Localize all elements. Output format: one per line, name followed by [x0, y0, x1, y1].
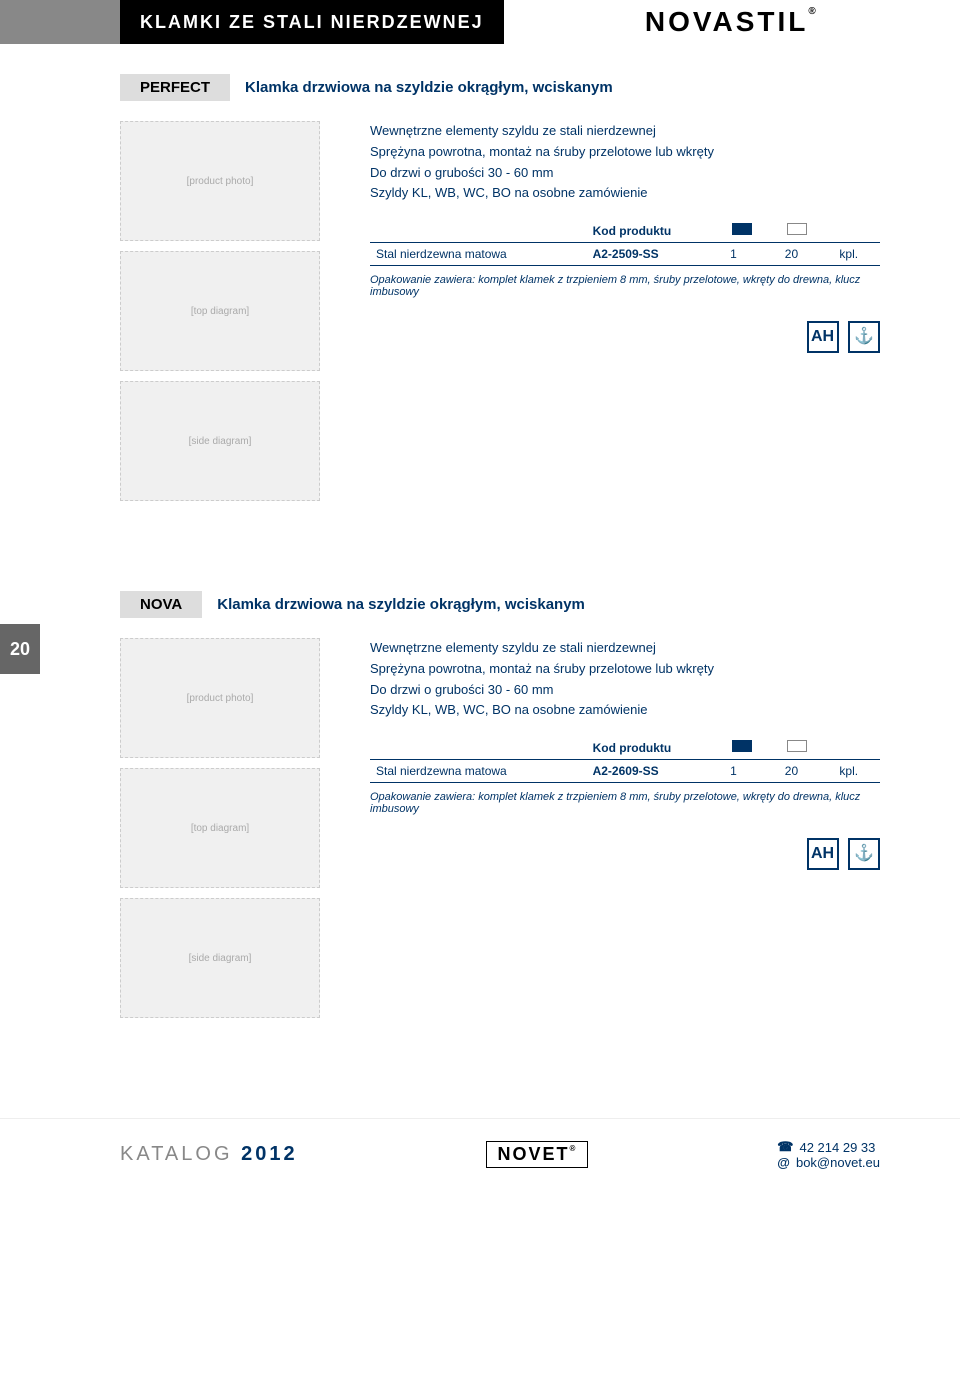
- brand-registered: ®: [808, 6, 818, 17]
- col-box2: [779, 219, 834, 243]
- product-images: [product photo] [top diagram] [side diag…: [120, 638, 350, 1028]
- product-description: Wewnętrzne elementy szyldu ze stali nier…: [370, 638, 880, 721]
- spec-table: Kod produktu Stal nierdzewna matowa A2-2…: [370, 219, 880, 266]
- footer: KATALOG 2012 NOVET® ☎ 42 214 29 33 @ bok…: [0, 1118, 960, 1190]
- cell-unit: kpl.: [833, 760, 880, 783]
- phone-number: 42 214 29 33: [799, 1140, 875, 1155]
- desc-line: Do drzwi o grubości 30 - 60 mm: [370, 163, 880, 184]
- product-diagram-side: [side diagram]: [120, 381, 320, 501]
- desc-line: Szyldy KL, WB, WC, BO na osobne zamówien…: [370, 183, 880, 204]
- cell-qty2: 20: [779, 243, 834, 266]
- product-diagram-top: [top diagram]: [120, 768, 320, 888]
- col-box1: [724, 736, 779, 760]
- product-badge: NOVA: [120, 591, 202, 618]
- table-header-row: Kod produktu: [370, 736, 880, 760]
- col-box2: [779, 736, 834, 760]
- product-section-nova: NOVA Klamka drzwiowa na szyldzie okrągły…: [120, 591, 880, 1028]
- col-material: [370, 219, 587, 243]
- col-code: Kod produktu: [587, 219, 725, 243]
- package-note: Opakowanie zawiera: komplet klamek z trz…: [370, 271, 880, 301]
- closed-box-icon: [732, 223, 752, 235]
- cert-icon-anchor: ⚓: [848, 321, 880, 353]
- desc-line: Szyldy KL, WB, WC, BO na osobne zamówien…: [370, 700, 880, 721]
- catalog-word: KATALOG: [120, 1143, 233, 1165]
- product-title: Klamka drzwiowa na szyldzie okrągłym, wc…: [245, 79, 613, 96]
- product-diagram-side: [side diagram]: [120, 898, 320, 1018]
- catalog-label: KATALOG 2012: [120, 1143, 298, 1166]
- contact-phone: ☎ 42 214 29 33: [777, 1139, 880, 1155]
- header-gray-block: [0, 0, 120, 44]
- cell-code: A2-2509-SS: [587, 243, 725, 266]
- product-header: NOVA Klamka drzwiowa na szyldzie okrągły…: [120, 591, 880, 618]
- cell-qty2: 20: [779, 760, 834, 783]
- desc-line: Sprężyna powrotna, montaż na śruby przel…: [370, 142, 880, 163]
- col-unit: [833, 736, 880, 760]
- header-category: KLAMKI ZE STALI NIERDZEWNEJ: [120, 0, 504, 44]
- open-box-icon: [787, 223, 807, 235]
- cert-icon-ah: AH: [807, 321, 839, 353]
- cert-icon-anchor: ⚓: [848, 838, 880, 870]
- cell-material: Stal nierdzewna matowa: [370, 760, 587, 783]
- product-details: Wewnętrzne elementy szyldu ze stali nier…: [370, 121, 880, 511]
- phone-icon: ☎: [777, 1139, 793, 1155]
- desc-line: Wewnętrzne elementy szyldu ze stali nier…: [370, 121, 880, 142]
- footer-brand-name: NOVET: [497, 1144, 569, 1164]
- col-code: Kod produktu: [587, 736, 725, 760]
- product-body: [product photo] [top diagram] [side diag…: [120, 121, 880, 511]
- table-row: Stal nierdzewna matowa A2-2609-SS 1 20 k…: [370, 760, 880, 783]
- table-row: Stal nierdzewna matowa A2-2509-SS 1 20 k…: [370, 243, 880, 266]
- footer-logo: NOVET®: [486, 1141, 588, 1168]
- cell-unit: kpl.: [833, 243, 880, 266]
- contact-info: ☎ 42 214 29 33 @ bok@novet.eu: [777, 1139, 880, 1170]
- content-area: 20 PERFECT Klamka drzwiowa na szyldzie o…: [0, 44, 960, 1118]
- product-details: Wewnętrzne elementy szyldu ze stali nier…: [370, 638, 880, 1028]
- col-unit: [833, 219, 880, 243]
- contact-email: @ bok@novet.eu: [777, 1155, 880, 1170]
- cert-icons: AH ⚓: [370, 321, 880, 353]
- product-section-perfect: PERFECT Klamka drzwiowa na szyldzie okrą…: [120, 74, 880, 511]
- product-body: [product photo] [top diagram] [side diag…: [120, 638, 880, 1028]
- catalog-year: 2012: [241, 1143, 298, 1165]
- product-description: Wewnętrzne elementy szyldu ze stali nier…: [370, 121, 880, 204]
- col-material: [370, 736, 587, 760]
- brand-name: NOVASTIL: [645, 6, 808, 37]
- cert-icon-ah: AH: [807, 838, 839, 870]
- email-address: bok@novet.eu: [796, 1155, 880, 1170]
- product-images: [product photo] [top diagram] [side diag…: [120, 121, 350, 511]
- cell-qty1: 1: [724, 760, 779, 783]
- table-header-row: Kod produktu: [370, 219, 880, 243]
- product-photo: [product photo]: [120, 121, 320, 241]
- open-box-icon: [787, 740, 807, 752]
- page-number-tab: 20: [0, 624, 40, 674]
- desc-line: Sprężyna powrotna, montaż na śruby przel…: [370, 659, 880, 680]
- product-header: PERFECT Klamka drzwiowa na szyldzie okrą…: [120, 74, 880, 101]
- package-note: Opakowanie zawiera: komplet klamek z trz…: [370, 788, 880, 818]
- spec-table: Kod produktu Stal nierdzewna matowa A2-2…: [370, 736, 880, 783]
- cert-icons: AH ⚓: [370, 838, 880, 870]
- product-title: Klamka drzwiowa na szyldzie okrągłym, wc…: [217, 596, 585, 613]
- header-logo: NOVASTIL®: [504, 0, 960, 44]
- desc-line: Wewnętrzne elementy szyldu ze stali nier…: [370, 638, 880, 659]
- cell-material: Stal nierdzewna matowa: [370, 243, 587, 266]
- product-diagram-top: [top diagram]: [120, 251, 320, 371]
- product-badge: PERFECT: [120, 74, 230, 101]
- footer-brand-r: ®: [569, 1144, 577, 1153]
- header-bar: KLAMKI ZE STALI NIERDZEWNEJ NOVASTIL®: [0, 0, 960, 44]
- closed-box-icon: [732, 740, 752, 752]
- brand-logo-text: NOVASTIL®: [645, 6, 819, 38]
- cell-code: A2-2609-SS: [587, 760, 725, 783]
- at-icon: @: [777, 1155, 790, 1170]
- product-photo: [product photo]: [120, 638, 320, 758]
- col-box1: [724, 219, 779, 243]
- cell-qty1: 1: [724, 243, 779, 266]
- desc-line: Do drzwi o grubości 30 - 60 mm: [370, 680, 880, 701]
